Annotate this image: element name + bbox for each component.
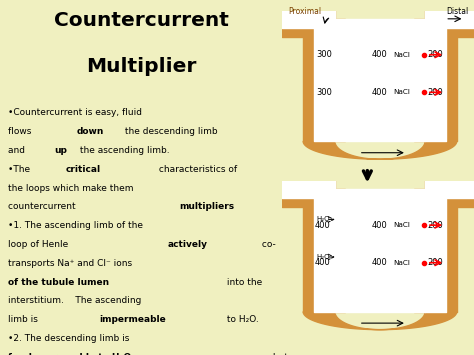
Text: interstitium.    The ascending: interstitium. The ascending [9,296,142,305]
Polygon shape [436,1,457,19]
Polygon shape [303,1,324,19]
Text: to H₂O.: to H₂O. [224,315,259,324]
Text: 400: 400 [314,258,330,267]
Text: of the tubule lumen: of the tubule lumen [9,278,109,286]
Text: impermeable: impermeable [100,315,166,324]
Text: the ascending limb.: the ascending limb. [77,146,169,155]
Text: •Countercurrent is easy, fluid: •Countercurrent is easy, fluid [9,108,143,117]
Text: co-: co- [258,240,275,249]
Text: countercurrent: countercurrent [9,202,79,211]
Text: 300: 300 [316,50,332,59]
Text: 400: 400 [372,221,388,230]
Text: the loops which make them: the loops which make them [9,184,134,192]
Text: Countercurrent: Countercurrent [54,11,228,30]
Text: 200: 200 [428,88,444,97]
Text: loop of Henle: loop of Henle [9,240,72,249]
Text: H₂O: H₂O [317,217,330,223]
Text: 400: 400 [372,50,388,59]
Text: Distal: Distal [446,7,468,16]
Text: Proximal: Proximal [288,7,321,16]
Text: and: and [9,146,28,155]
Polygon shape [436,171,457,189]
Text: characteristics of: characteristics of [156,165,237,174]
Text: 400: 400 [372,258,388,267]
Text: the descending limb: the descending limb [122,127,218,136]
Text: 300: 300 [316,88,332,97]
Text: 400: 400 [372,88,388,97]
Text: 400: 400 [314,221,330,230]
Text: are:: are: [304,202,324,211]
Text: 200: 200 [428,221,444,230]
Text: critical: critical [65,165,100,174]
Text: 200: 200 [428,258,444,267]
Polygon shape [303,171,324,189]
Text: NaCl: NaCl [393,222,410,228]
Text: down: down [77,127,104,136]
Text: 200: 200 [428,50,444,59]
Text: Multiplier: Multiplier [86,57,196,76]
Text: •2. The descending limb is: •2. The descending limb is [9,334,130,343]
Text: NaCl: NaCl [393,260,410,266]
Text: NaCl: NaCl [393,52,410,58]
Text: out: out [327,259,344,268]
Text: into the: into the [224,278,263,286]
Text: •The: •The [9,165,34,174]
Text: up: up [54,146,67,155]
Text: •1. The ascending limb of the: •1. The ascending limb of the [9,221,144,230]
Polygon shape [303,312,457,330]
Text: flows: flows [9,127,35,136]
Text: transports Na⁺ and Cl⁻ ions: transports Na⁺ and Cl⁻ ions [9,259,136,268]
Text: NaCl: NaCl [393,89,410,95]
Polygon shape [303,141,457,159]
Text: H₂O: H₂O [317,254,330,260]
Text: multipliers: multipliers [179,202,234,211]
Text: actively: actively [168,240,208,249]
Text: freely permeable to H₂O: freely permeable to H₂O [9,353,132,355]
Text: but: but [270,353,288,355]
Text: limb is: limb is [9,315,41,324]
